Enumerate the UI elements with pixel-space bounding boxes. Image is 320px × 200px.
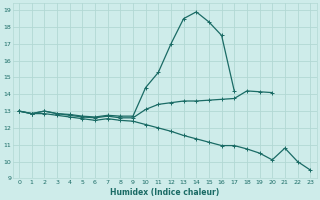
X-axis label: Humidex (Indice chaleur): Humidex (Indice chaleur) [110,188,219,197]
